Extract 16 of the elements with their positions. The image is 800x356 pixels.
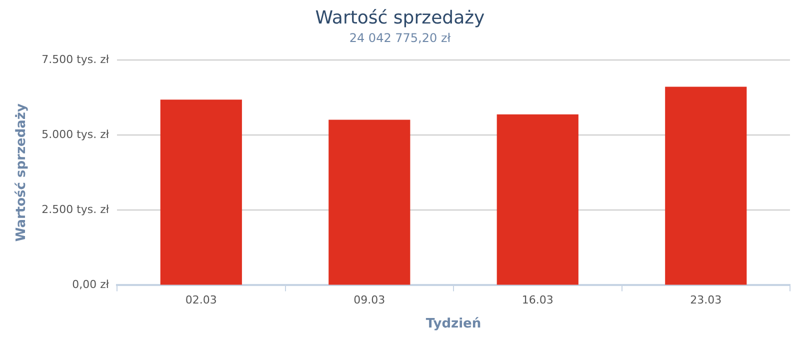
x-tick-label: 23.03 <box>690 294 722 307</box>
y-tick-label: 2.500 tys. zł <box>42 202 110 216</box>
y-tick-label: 7.500 tys. zł <box>42 52 110 66</box>
x-axis-title: Tydzień <box>426 316 482 332</box>
bar <box>496 114 578 285</box>
x-tick-label: 09.03 <box>354 294 386 307</box>
y-axis-title: Wartość sprzedaży <box>14 103 30 242</box>
x-tick-label: 02.03 <box>185 294 217 307</box>
bar <box>665 86 747 285</box>
x-tick-label: 16.03 <box>522 294 554 307</box>
chart-title: Wartość sprzedaży <box>315 7 486 28</box>
bar <box>160 100 242 285</box>
chart-subtitle: 24 042 775,20 zł <box>349 30 452 45</box>
y-tick-label: 0,00 zł <box>72 278 110 292</box>
y-tick-label: 5.000 tys. zł <box>42 128 110 141</box>
bar <box>328 120 410 285</box>
